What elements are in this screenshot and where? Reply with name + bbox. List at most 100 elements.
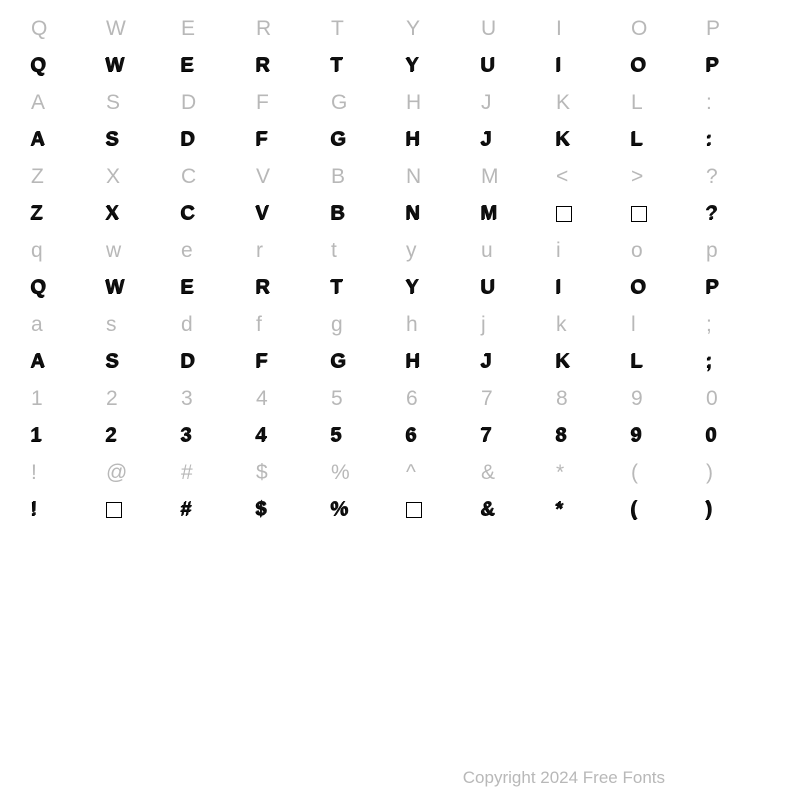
label-text: u — [481, 239, 493, 263]
label-text: ; — [706, 313, 712, 337]
char-label: V — [250, 158, 325, 195]
label-text: a — [31, 313, 43, 337]
glyph-text: A — [31, 350, 45, 373]
glyph-text: Q — [31, 54, 46, 77]
char-glyph: R — [250, 269, 325, 306]
label-text: 5 — [331, 387, 343, 411]
label-text: : — [706, 91, 712, 115]
char-label: y — [400, 232, 475, 269]
char-label: & — [475, 454, 550, 491]
char-glyph: ! — [25, 491, 100, 528]
char-glyph: E — [175, 269, 250, 306]
glyph-text: 1 — [31, 424, 42, 447]
char-label: W — [100, 10, 175, 47]
label-text: C — [181, 165, 196, 189]
glyph-text: F — [256, 350, 268, 373]
label-text: > — [631, 165, 643, 189]
char-glyph: & — [475, 491, 550, 528]
label-text: * — [556, 461, 564, 485]
missing-glyph-box — [556, 206, 572, 222]
label-text: 3 — [181, 387, 193, 411]
glyph-text: G — [331, 128, 346, 151]
glyph-text: * — [556, 498, 563, 521]
char-glyph — [100, 491, 175, 528]
label-text: O — [631, 17, 647, 41]
char-glyph: # — [175, 491, 250, 528]
char-glyph: G — [325, 343, 400, 380]
char-label: * — [550, 454, 625, 491]
char-glyph: 0 — [700, 417, 775, 454]
glyph-text: O — [631, 276, 646, 299]
glyph-text: ) — [706, 498, 712, 521]
char-label: D — [175, 84, 250, 121]
glyph-text: Y — [406, 54, 419, 77]
glyph-text: 8 — [556, 424, 567, 447]
char-glyph: V — [250, 195, 325, 232]
char-label: G — [325, 84, 400, 121]
glyph-text: D — [181, 128, 195, 151]
label-text: 6 — [406, 387, 418, 411]
char-label: < — [550, 158, 625, 195]
char-glyph: X — [100, 195, 175, 232]
char-glyph: P — [700, 47, 775, 84]
char-glyph: W — [100, 47, 175, 84]
char-label: 1 — [25, 380, 100, 417]
char-glyph: 1 — [25, 417, 100, 454]
char-glyph: E — [175, 47, 250, 84]
char-label: E — [175, 10, 250, 47]
char-glyph: 8 — [550, 417, 625, 454]
char-glyph: O — [625, 269, 700, 306]
label-text: w — [106, 239, 121, 263]
char-glyph — [625, 195, 700, 232]
char-glyph: J — [475, 121, 550, 158]
char-label: l — [625, 306, 700, 343]
glyph-text: 3 — [181, 424, 192, 447]
glyph-text: N — [406, 202, 420, 225]
char-label: j — [475, 306, 550, 343]
char-glyph: O — [625, 47, 700, 84]
label-text: K — [556, 91, 570, 115]
char-label: P — [700, 10, 775, 47]
glyph-text: E — [181, 276, 194, 299]
label-text: k — [556, 313, 567, 337]
char-label: k — [550, 306, 625, 343]
glyph-text: S — [106, 128, 119, 151]
glyph-text: ! — [31, 498, 37, 521]
char-glyph: L — [625, 343, 700, 380]
label-text: g — [331, 313, 343, 337]
glyph-text: L — [631, 128, 643, 151]
label-text: B — [331, 165, 345, 189]
char-glyph: T — [325, 269, 400, 306]
char-label: J — [475, 84, 550, 121]
label-text: J — [481, 91, 492, 115]
char-glyph: D — [175, 121, 250, 158]
char-glyph: Z — [25, 195, 100, 232]
glyph-text: Q — [31, 276, 46, 299]
char-glyph: U — [475, 47, 550, 84]
char-glyph: N — [400, 195, 475, 232]
label-text: 2 — [106, 387, 118, 411]
char-glyph — [550, 195, 625, 232]
char-label: C — [175, 158, 250, 195]
char-label: % — [325, 454, 400, 491]
label-text: t — [331, 239, 337, 263]
char-label: ) — [700, 454, 775, 491]
missing-glyph-box — [106, 502, 122, 518]
glyph-text: ( — [631, 498, 637, 521]
char-label: g — [325, 306, 400, 343]
glyph-text: L — [631, 350, 643, 373]
char-label: Y — [400, 10, 475, 47]
char-glyph: K — [550, 121, 625, 158]
char-glyph: B — [325, 195, 400, 232]
char-label: s — [100, 306, 175, 343]
char-glyph — [400, 491, 475, 528]
char-label: M — [475, 158, 550, 195]
label-text: % — [331, 461, 350, 485]
char-glyph: 5 — [325, 417, 400, 454]
char-glyph: T — [325, 47, 400, 84]
label-text: o — [631, 239, 643, 263]
glyph-text: R — [256, 54, 270, 77]
char-label: 8 — [550, 380, 625, 417]
glyph-text: 4 — [256, 424, 267, 447]
glyph-text: K — [556, 350, 570, 373]
